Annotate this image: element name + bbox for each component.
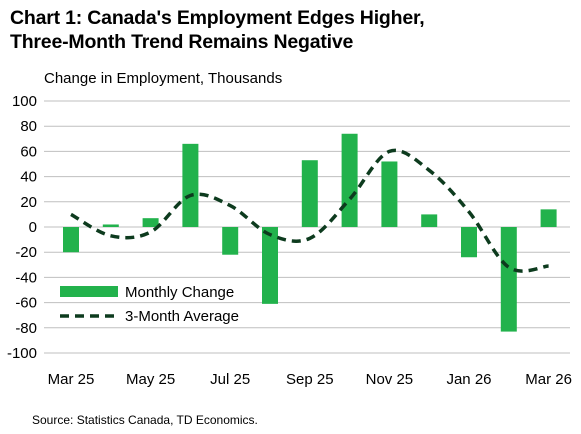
bar-monthly-change [421,214,438,227]
bar-monthly-change [461,227,477,258]
y-tick-label: 40 [20,169,37,186]
x-tick-label: May 25 [126,371,175,388]
y-tick-label: -20 [15,244,37,261]
line-3-month-average [70,148,549,273]
y-tick-label: -80 [15,320,37,337]
y-tick-label: -40 [15,269,37,286]
x-tick-label: Sep 25 [286,371,334,388]
legend-label-3-month-average: 3-Month Average [125,308,239,325]
y-tick-label: 0 [29,219,37,236]
y-axis-label: Change in Employment, Thousands [44,70,283,87]
bar-monthly-change [182,143,199,227]
bar-monthly-change [262,227,278,304]
chart-title-line-1: Chart 1: Canada's Employment Edges Highe… [10,7,425,29]
chart-title-line-2: Three-Month Trend Remains Negative [10,31,354,53]
bar-monthly-change [500,227,517,332]
x-tick-label: Nov 25 [366,371,414,388]
bar-monthly-change [142,218,159,227]
x-tick-label: Mar 25 [48,371,95,388]
y-tick-label: 100 [12,93,37,110]
bar-monthly-change [63,227,79,253]
legend-swatch-monthly-change [60,286,118,297]
y-tick-label: -100 [7,345,37,362]
y-tick-label: 80 [20,118,37,135]
chart-title: Chart 1: Canada's Employment Edges Highe… [10,6,425,54]
x-tick-label: Jan 26 [446,371,491,388]
bar-monthly-change [381,161,398,227]
bar-monthly-change [102,224,119,227]
bar-monthly-change [341,133,358,227]
y-tick-label: -60 [15,295,37,312]
bar-monthly-change [540,209,557,227]
x-tick-label: Mar 26 [525,371,572,388]
source-note: Source: Statistics Canada, TD Economics. [32,413,258,427]
legend-label-monthly-change: Monthly Change [125,284,234,301]
y-tick-label: 20 [20,194,37,211]
bar-monthly-change [301,160,318,227]
x-tick-label: Jul 25 [210,371,250,388]
y-tick-label: 60 [20,143,37,160]
bar-monthly-change [222,227,239,255]
